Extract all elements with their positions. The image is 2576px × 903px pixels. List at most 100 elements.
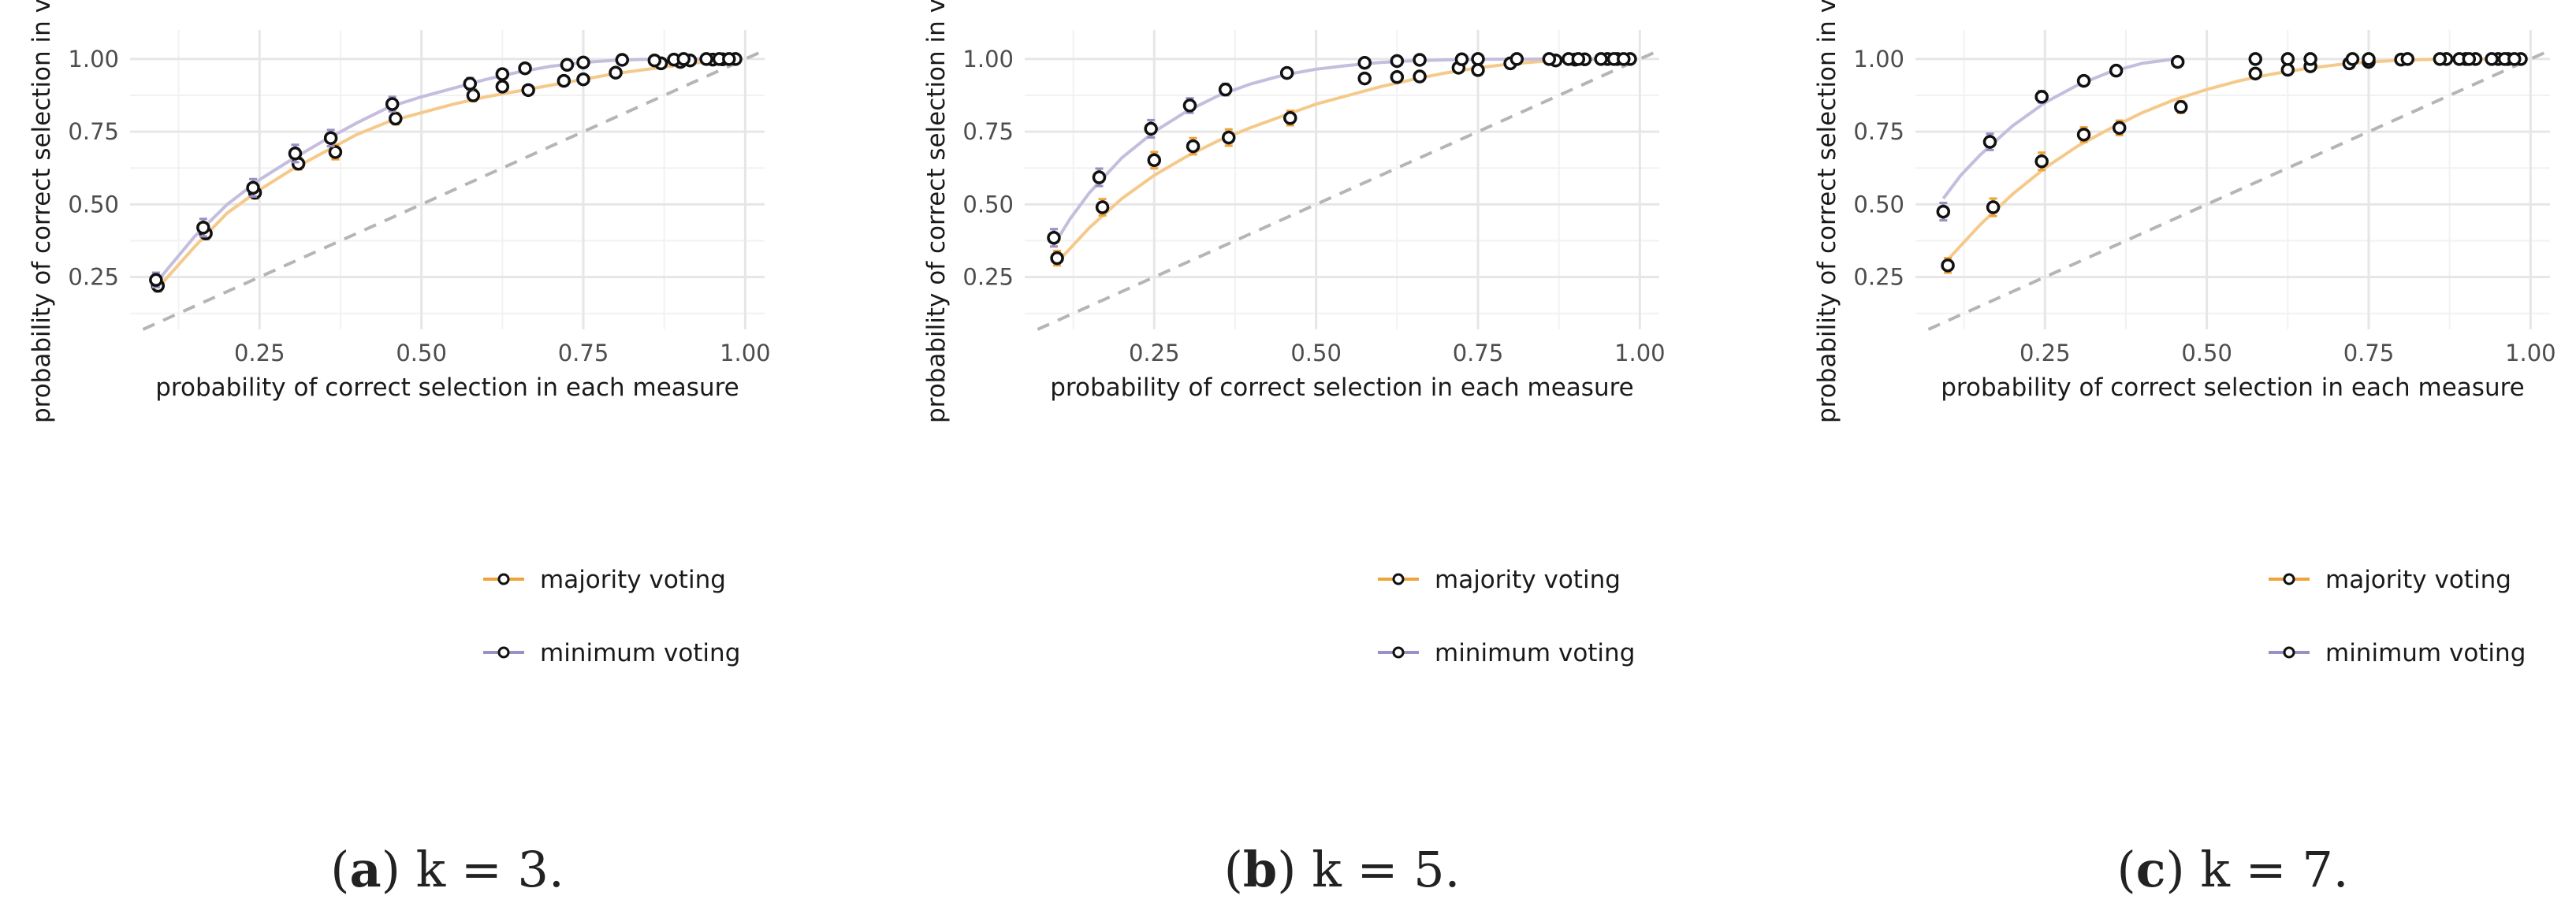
data-point <box>2034 90 2049 104</box>
y-tick-label: 0.75 <box>68 118 119 145</box>
minimum-series <box>1936 52 2522 222</box>
caption-text: k = 5. <box>1296 841 1460 898</box>
data-point <box>2109 63 2124 78</box>
caption-paren-close: ) <box>2165 841 2184 898</box>
data-point <box>1092 170 1107 184</box>
data-point <box>1594 52 1608 66</box>
data-point <box>196 221 210 235</box>
minimum-fit-curve <box>1941 57 2175 200</box>
x-tick-label: 0.50 <box>396 340 447 366</box>
x-tick-label: 0.50 <box>1290 340 1342 366</box>
legend-key-point <box>497 646 510 659</box>
data-point <box>1283 111 1297 125</box>
x-axis-title: probability of correct selection in each… <box>1941 373 2525 402</box>
data-point <box>560 58 575 72</box>
plot-area <box>1915 30 2551 331</box>
data-point <box>2076 73 2091 88</box>
data-point <box>647 53 662 68</box>
data-point <box>1144 121 1158 136</box>
legend-key-point <box>497 573 510 585</box>
caption-letter: c <box>2136 841 2166 898</box>
legend-label: minimum voting <box>1435 639 1635 667</box>
minimum-series <box>1047 52 1631 248</box>
data-point <box>1936 204 1951 219</box>
data-point <box>2248 52 2262 66</box>
y-tick-label: 0.50 <box>1853 191 1904 217</box>
y-tick-label: 0.25 <box>68 264 119 291</box>
data-point <box>1542 52 1557 66</box>
y-tick-label: 1.00 <box>1853 46 1904 72</box>
data-point <box>1413 53 1427 67</box>
data-point <box>1222 130 1236 145</box>
data-point <box>2034 154 2049 169</box>
caption-paren-open: ( <box>2117 841 2136 898</box>
x-tick-label: 0.25 <box>1129 340 1180 366</box>
panel-b: 0.25 0.50 0.75 1.00 0.25 0.50 0.75 1.00 probabil… <box>922 0 1666 898</box>
y-tick-label: 0.75 <box>962 118 1014 145</box>
y-tick-label: 0.50 <box>962 191 1014 217</box>
data-point <box>1982 135 1997 149</box>
y-axis-title: probability of correct selection in voti… <box>1813 0 1841 423</box>
data-point <box>609 65 623 80</box>
data-point <box>328 145 343 159</box>
gridlines <box>130 30 765 329</box>
y-tick-label: 1.00 <box>962 46 1014 72</box>
majority-fit-curve <box>154 58 736 292</box>
data-point <box>1941 258 1955 273</box>
legend-label: minimum voting <box>2325 639 2526 667</box>
panel-caption: (a) k = 3. <box>330 841 564 898</box>
caption-letter: b <box>1243 841 1277 898</box>
x-tick-label: 1.00 <box>720 340 771 366</box>
data-point <box>1471 52 1485 66</box>
data-point <box>2362 52 2376 66</box>
panel-caption: (c) k = 7. <box>2117 841 2349 898</box>
data-point <box>2433 52 2448 66</box>
data-point <box>1050 251 1064 266</box>
x-tick-label: 0.50 <box>2181 340 2232 366</box>
data-point <box>2248 66 2262 81</box>
data-point <box>1357 55 1372 70</box>
caption-paren-close: ) <box>1277 841 1296 898</box>
y-tick-label: 1.00 <box>68 46 119 72</box>
data-point <box>1357 71 1372 86</box>
data-point <box>1047 231 1061 245</box>
data-point <box>1509 52 1524 66</box>
data-point <box>615 53 630 67</box>
legend-key-point <box>1392 646 1405 659</box>
x-tick-label: 0.25 <box>2019 340 2071 366</box>
majority-series <box>1941 52 2528 274</box>
legend: majority voting minimum voting <box>483 566 740 667</box>
caption-text: k = 3. <box>400 841 564 898</box>
x-tick-label: 1.00 <box>2505 340 2556 366</box>
legend: majority voting minimum voting <box>1378 566 1635 667</box>
data-point <box>495 67 510 81</box>
diagonal-reference-line <box>1927 49 2551 331</box>
data-point <box>1454 52 1469 67</box>
x-tick-label: 0.75 <box>558 340 609 366</box>
data-point <box>1390 70 1405 84</box>
data-point <box>1186 139 1201 154</box>
data-point <box>385 97 400 111</box>
data-point <box>389 111 403 126</box>
x-tick-label: 0.75 <box>2343 340 2395 366</box>
diagonal-reference-line <box>1037 49 1660 331</box>
panel-c: 0.25 0.50 0.75 1.00 0.25 0.50 0.75 1.00 probabil… <box>1813 0 2556 898</box>
legend-label: majority voting <box>2325 566 2511 594</box>
y-tick-label: 0.75 <box>1853 118 1904 145</box>
panel-caption: (b) k = 5. <box>1224 841 1461 898</box>
caption-text: k = 7. <box>2185 841 2349 898</box>
minimum-fit-curve <box>154 57 729 284</box>
data-point <box>2345 52 2360 66</box>
majority-fit-curve <box>1946 57 2521 261</box>
minimum-fit-curve <box>1052 57 1624 247</box>
gridlines <box>1915 30 2550 329</box>
data-point <box>2400 52 2415 66</box>
data-point <box>2485 52 2499 66</box>
caption-letter: a <box>350 841 382 898</box>
data-point <box>2303 52 2317 66</box>
data-point <box>288 147 303 161</box>
x-tick-label: 0.75 <box>1453 340 1504 366</box>
data-point <box>1617 52 1631 66</box>
plot-area <box>1025 30 1660 331</box>
data-point <box>1986 200 2001 214</box>
